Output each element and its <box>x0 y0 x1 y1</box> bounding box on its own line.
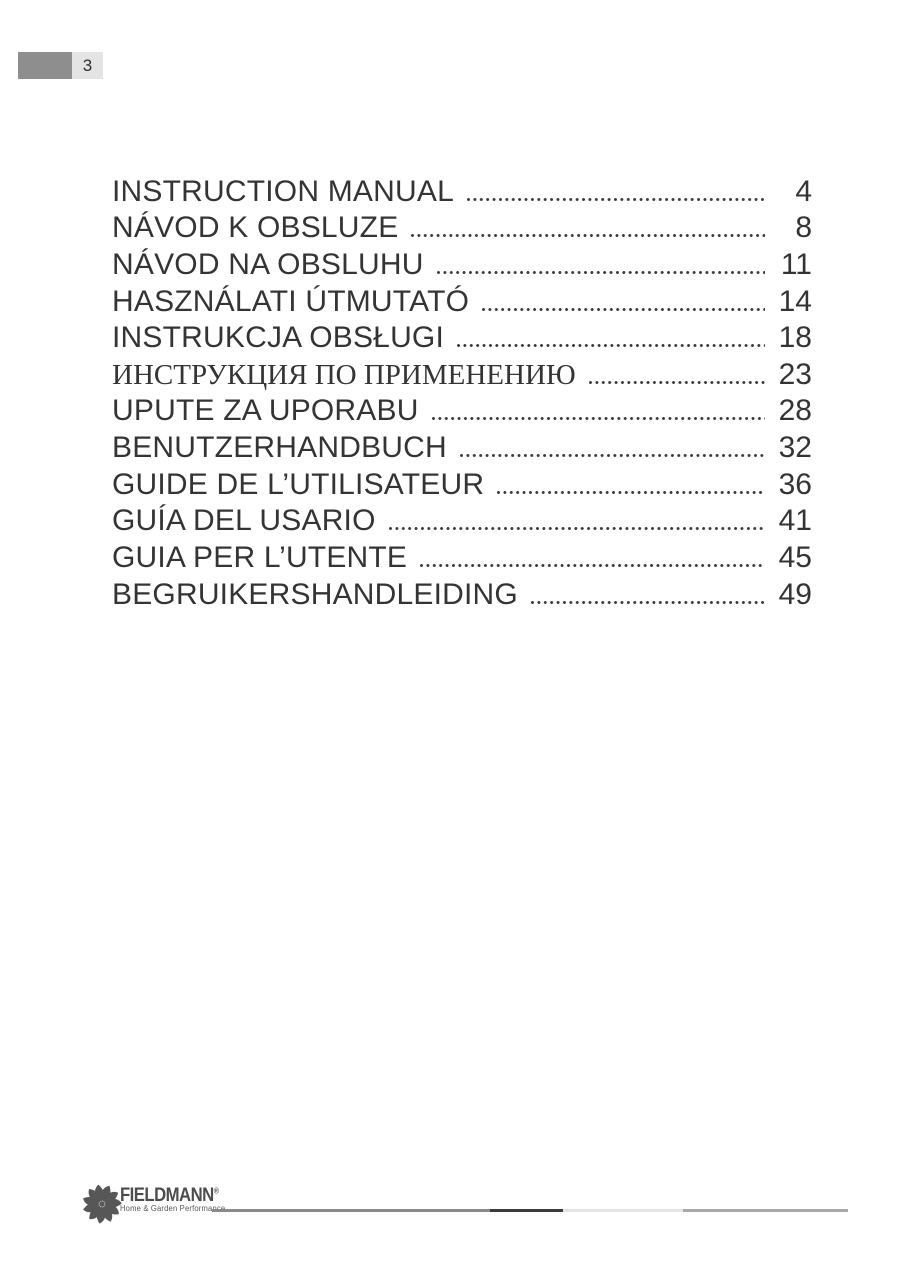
brand-text-block: FIELDMANN® Home & Garden Performance <box>120 1185 232 1213</box>
toc-entry-page-number: 23 <box>778 357 812 391</box>
dots-leader <box>436 270 765 274</box>
toc-entry-page-number: 8 <box>795 211 812 245</box>
toc-entry-label: INSTRUCTION MANUAL <box>112 174 454 208</box>
toc-entry: GUIDE DE L’UTILISATEUR 36 <box>112 463 812 500</box>
footer-rule-segment <box>683 1209 848 1212</box>
footer-rule-segment <box>563 1209 683 1212</box>
pinwheel-flower-icon <box>83 1184 122 1224</box>
toc-entry-page-number: 36 <box>778 467 812 501</box>
toc-entry: INSTRUKCJA OBSŁUGI 18 <box>112 317 812 354</box>
brand-wordmark: FIELDMANN <box>120 1185 214 1206</box>
page-tab-bar <box>18 52 72 79</box>
toc-entry-label: INSTRUKCJA OBSŁUGI <box>112 321 445 355</box>
footer-rule-segment <box>490 1209 563 1212</box>
toc-entry-page-number: 4 <box>795 174 812 208</box>
toc-entry-page-number: 28 <box>778 394 812 428</box>
toc-entry-label: BENUTZERHANDBUCH <box>112 431 447 465</box>
dots-leader <box>457 344 765 348</box>
dots-leader <box>466 197 765 201</box>
dots-leader <box>431 417 765 421</box>
toc-entry-label: GUIA PER L’UTENTE <box>112 541 408 575</box>
page-number-tab: 3 <box>18 52 103 79</box>
toc-entry: GUIA PER L’UTENTE 45 <box>112 536 812 573</box>
toc-entry-label: GUIDE DE L’UTILISATEUR <box>112 467 485 501</box>
dots-leader <box>497 490 765 494</box>
toc-entry-page-number: 49 <box>778 577 812 611</box>
brand-name: FIELDMANN® <box>120 1185 219 1206</box>
toc-entry-label: NÁVOD NA OBSLUHU <box>112 247 424 281</box>
toc-entry: NÁVOD K OBSLUZE 8 <box>112 207 812 244</box>
toc-entry-label: BEGRUIKERSHANDLEIDING <box>112 577 518 611</box>
footer-rule-segment <box>212 1209 490 1212</box>
toc-entry-page-number: 18 <box>778 321 812 355</box>
toc-entry: BENUTZERHANDBUCH 32 <box>112 426 812 463</box>
page-number: 3 <box>72 52 103 79</box>
toc-entry: ИНСТРУКЦИЯ ПО ПРИМЕНЕНИЮ 23 <box>112 353 812 390</box>
dots-leader <box>482 307 765 311</box>
dots-leader <box>588 380 765 384</box>
brand-logo: FIELDMANN® Home & Garden Performance <box>80 1182 232 1226</box>
toc-entry-page-number: 14 <box>778 284 812 318</box>
brand-tagline: Home & Garden Performance <box>120 1204 226 1213</box>
toc-entry-label: NÁVOD K OBSLUZE <box>112 211 399 245</box>
toc-entry-label: ИНСТРУКЦИЯ ПО ПРИМЕНЕНИЮ <box>112 358 576 391</box>
dots-leader <box>411 234 765 238</box>
toc-entry-label: UPUTE ZA UPORABU <box>112 394 419 428</box>
registered-trademark-symbol: ® <box>213 1186 219 1196</box>
toc-entry-label: HASZNÁLATI ÚTMUTATÓ <box>112 284 470 318</box>
toc-entry-label: GUÍA DEL USARIO <box>112 504 376 538</box>
toc-entry: BEGRUIKERSHANDLEIDING 49 <box>112 573 812 610</box>
dots-leader <box>420 564 765 568</box>
dots-leader <box>530 600 765 604</box>
toc-entry: HASZNÁLATI ÚTMUTATÓ 14 <box>112 280 812 317</box>
toc-entry-page-number: 11 <box>780 247 812 281</box>
dots-leader <box>388 527 765 531</box>
toc-entry-page-number: 41 <box>778 504 812 538</box>
toc-entry: NÁVOD NA OBSLUHU 11 <box>112 243 812 280</box>
toc-entry: GUÍA DEL USARIO 41 <box>112 500 812 537</box>
toc-entry: UPUTE ZA UPORABU 28 <box>112 390 812 427</box>
toc-entry-page-number: 45 <box>778 541 812 575</box>
toc-entry: INSTRUCTION MANUAL 4 <box>112 170 812 207</box>
dots-leader <box>459 454 765 458</box>
toc-entry-page-number: 32 <box>778 431 812 465</box>
table-of-contents: INSTRUCTION MANUAL 4 NÁVOD K OBSLUZE 8 N… <box>112 170 812 610</box>
